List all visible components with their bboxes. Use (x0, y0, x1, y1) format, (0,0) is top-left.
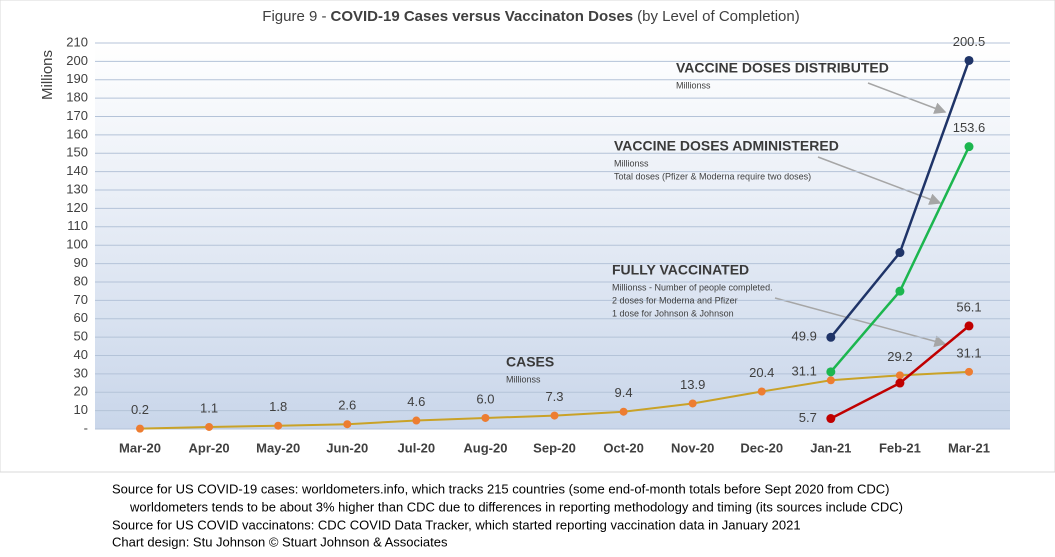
arrow (774, 297, 947, 348)
title-part: Figure 9 - (262, 8, 326, 25)
data-point (550, 411, 559, 420)
data-point (343, 420, 352, 429)
annotation-note: Millionss (614, 158, 649, 168)
plot-area (95, 43, 1010, 429)
data-point (895, 248, 905, 258)
y-tick-label: 190 (66, 71, 88, 86)
y-tick-label: 50 (74, 329, 88, 344)
data-point (964, 142, 974, 152)
data-point (826, 332, 836, 342)
x-tick-label: Nov-20 (671, 440, 714, 455)
data-point (688, 399, 697, 408)
data-point (964, 55, 974, 65)
data-label: 31.1 (956, 345, 981, 360)
title-part: COVID-19 Cases versus Vaccinaton Doses (330, 8, 633, 25)
data-point (964, 321, 974, 331)
annotation-title: FULLY VACCINATED (612, 262, 749, 278)
arrow (867, 82, 947, 114)
annotation-note: 1 dose for Johnson & Johnson (612, 308, 734, 318)
data-label: 56.1 (956, 299, 981, 314)
x-tick-label: Aug-20 (463, 440, 507, 455)
annotation-note: Total doses (Pfizer & Moderna require tw… (614, 171, 811, 181)
data-label: 20.4 (749, 365, 774, 380)
data-label: 5.7 (799, 410, 817, 425)
data-point (481, 413, 490, 422)
x-tick-label: Mar-21 (948, 440, 990, 455)
data-point (412, 416, 421, 425)
source-note: worldometers tends to be about 3% higher… (129, 499, 903, 514)
x-tick-label: Apr-20 (188, 440, 229, 455)
data-label: 200.5 (953, 34, 986, 49)
annotation-note: 2 doses for Moderna and Pfizer (612, 295, 738, 305)
data-label: 4.6 (407, 394, 425, 409)
x-tick-label: Oct-20 (603, 440, 643, 455)
source-note: Source for US COVID vaccinatons: CDC COV… (112, 517, 801, 532)
y-tick-label: 60 (74, 310, 88, 325)
x-tick-label: Jun-20 (326, 440, 368, 455)
y-tick-label: 110 (67, 218, 88, 233)
x-tick-label: Dec-20 (740, 440, 783, 455)
data-point (205, 422, 214, 431)
x-tick-label: Jul-20 (398, 440, 436, 455)
annotation-note: Millionss (676, 80, 711, 90)
data-label: 6.0 (476, 391, 494, 406)
data-label: 13.9 (680, 377, 705, 392)
data-point (826, 376, 835, 385)
y-tick-label: 160 (66, 126, 88, 141)
data-point (965, 367, 973, 376)
x-tick-label: Mar-20 (119, 440, 161, 455)
y-tick-label: 40 (74, 347, 88, 362)
y-tick-label: 170 (66, 108, 88, 123)
x-tick-label: May-20 (256, 440, 300, 455)
data-label: 153.6 (953, 120, 986, 135)
data-label: 0.2 (131, 402, 149, 417)
y-tick-label: 150 (66, 145, 88, 160)
data-label: 1.8 (269, 399, 287, 414)
data-label: 29.2 (887, 349, 912, 364)
annotation-title: VACCINE DOSES DISTRIBUTED (676, 60, 889, 76)
data-point (757, 387, 766, 396)
y-tick-label: 80 (74, 273, 88, 288)
data-label: 7.3 (545, 389, 563, 404)
y-tick-label: 140 (66, 163, 88, 178)
data-point (895, 378, 905, 388)
data-point (136, 424, 144, 433)
data-point (895, 371, 904, 380)
y-tick-label: 30 (74, 365, 88, 380)
source-note: Chart design: Stu Johnson © Stuart Johns… (112, 534, 448, 549)
chart-title: Figure 9 - COVID-19 Cases versus Vaccinat… (262, 8, 799, 25)
annotation-note: Millionss (506, 374, 541, 384)
y-tick-label: 90 (74, 255, 88, 270)
data-label: 49.9 (792, 329, 817, 344)
source-note: Source for US COVID-19 cases: worldomete… (112, 481, 889, 496)
y-tick-label: 20 (74, 384, 88, 399)
data-point (826, 414, 836, 424)
annotation-note: Millionss - Number of people completed. (612, 282, 773, 292)
annotation-title: CASES (506, 354, 554, 370)
data-label: 1.1 (200, 400, 218, 415)
x-tick-label: Feb-21 (879, 440, 921, 455)
data-label: 31.1 (792, 363, 817, 378)
y-axis-label: Millions (39, 50, 56, 100)
y-tick-label: - (84, 420, 88, 435)
y-tick-label: 120 (66, 200, 88, 215)
x-tick-label: Sep-20 (533, 440, 576, 455)
y-tick-label: 10 (74, 402, 88, 417)
data-point (274, 421, 283, 430)
annotation-title: VACCINE DOSES ADMINISTERED (614, 138, 839, 154)
y-tick-label: 70 (74, 292, 88, 307)
title-part: (by Level of Completion) (637, 8, 800, 25)
data-point (826, 367, 836, 377)
data-point (895, 286, 905, 296)
data-point (619, 407, 628, 416)
y-tick-label: 200 (66, 53, 88, 68)
y-tick-label: 180 (66, 90, 88, 105)
x-tick-label: Jan-21 (810, 440, 851, 455)
y-tick-label: 130 (66, 181, 88, 196)
y-tick-label: 210 (66, 34, 88, 49)
data-label: 9.4 (615, 385, 633, 400)
y-tick-label: 100 (66, 237, 88, 252)
data-label: 2.6 (338, 398, 356, 413)
